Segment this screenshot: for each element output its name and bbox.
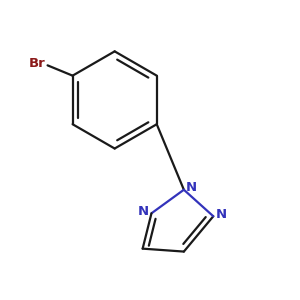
Text: Br: Br bbox=[28, 57, 45, 70]
Text: N: N bbox=[186, 181, 197, 194]
Text: N: N bbox=[216, 208, 227, 221]
Text: N: N bbox=[138, 205, 149, 218]
